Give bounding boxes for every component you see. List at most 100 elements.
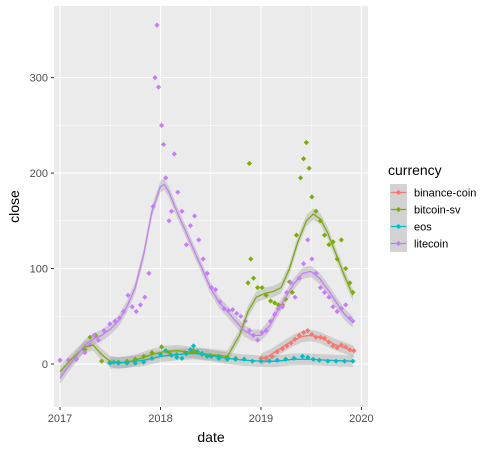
point-bitcoin-sv-28 xyxy=(259,285,265,291)
point-bitcoin-sv-30 xyxy=(267,298,274,304)
point-bitcoin-sv-37 xyxy=(293,232,300,238)
x-tick-label-2018: 2018 xyxy=(148,413,172,425)
point-binance-coin-16 xyxy=(330,343,336,349)
point-litecoin-34 xyxy=(200,256,206,262)
legend-key-point-eos xyxy=(395,223,402,230)
point-bitcoin-sv-26 xyxy=(250,275,257,281)
point-eos-11 xyxy=(179,355,185,361)
point-binance-coin-3 xyxy=(274,349,280,355)
point-litecoin-65 xyxy=(330,304,336,310)
legend-label-bitcoin-sv: bitcoin-sv xyxy=(414,205,461,217)
point-eos-5 xyxy=(141,359,147,365)
point-litecoin-58 xyxy=(301,261,307,267)
point-litecoin-20 xyxy=(154,22,160,28)
point-bitcoin-sv-51 xyxy=(347,280,353,286)
point-litecoin-16 xyxy=(142,294,148,300)
x-tick-label-2019: 2019 xyxy=(249,413,273,425)
point-eos-3 xyxy=(124,360,130,366)
point-bitcoin-sv-36 xyxy=(289,289,295,296)
axes: 0 100 200 300 2017 2018 2019 2020 date close xyxy=(6,73,374,445)
legend-label-eos: eos xyxy=(414,222,432,234)
point-bitcoin-sv-4 xyxy=(87,334,93,340)
point-bitcoin-sv-11 xyxy=(141,353,147,359)
point-bitcoin-sv-13 xyxy=(159,344,165,350)
point-litecoin-37 xyxy=(212,286,219,293)
y-tick-label-200: 200 xyxy=(30,168,48,180)
grid-lines xyxy=(54,6,368,407)
point-litecoin-22 xyxy=(159,122,165,128)
point-litecoin-7 xyxy=(101,328,107,334)
point-litecoin-55 xyxy=(288,280,294,286)
point-bitcoin-sv-40 xyxy=(303,139,309,146)
x-tick-label-2020: 2020 xyxy=(349,413,373,425)
point-eos-28 xyxy=(291,355,297,361)
point-bitcoin-sv-25 xyxy=(248,256,254,262)
point-litecoin-14 xyxy=(133,308,139,315)
point-bitcoin-sv-46 xyxy=(326,242,332,248)
point-binance-coin-1 xyxy=(263,355,269,361)
legend-key-point-binance-coin xyxy=(395,189,402,196)
point-eos-15 xyxy=(194,349,200,355)
point-bitcoin-sv-39 xyxy=(301,156,307,162)
trend-litecoin xyxy=(59,183,354,379)
point-eos-14 xyxy=(190,343,197,349)
point-bitcoin-sv-49 xyxy=(338,237,344,243)
point-litecoin-13 xyxy=(129,304,135,310)
legend-label-litecoin: litecoin xyxy=(414,239,448,251)
point-litecoin-41 xyxy=(230,307,236,313)
point-bitcoin-sv-23 xyxy=(245,280,251,286)
point-litecoin-66 xyxy=(334,308,340,315)
point-eos-4 xyxy=(132,360,138,366)
y-tick-label-300: 300 xyxy=(30,73,48,85)
point-binance-coin-8 xyxy=(296,332,302,338)
x-axis-title: date xyxy=(197,429,224,445)
point-litecoin-68 xyxy=(343,302,349,308)
point-litecoin-3 xyxy=(82,349,88,356)
legend-label-binance-coin: binance-coin xyxy=(414,188,476,200)
point-bitcoin-sv-42 xyxy=(309,194,315,200)
point-bitcoin-sv-41 xyxy=(306,165,312,171)
point-eos-13 xyxy=(187,347,194,353)
point-bitcoin-sv-29 xyxy=(263,292,269,298)
point-binance-coin-0 xyxy=(258,355,264,361)
point-litecoin-47 xyxy=(255,337,261,343)
point-binance-coin-17 xyxy=(334,345,340,351)
point-litecoin-64 xyxy=(326,294,332,300)
point-litecoin-35 xyxy=(204,270,210,276)
point-litecoin-48 xyxy=(259,329,265,336)
trend-eos xyxy=(109,352,353,364)
point-litecoin-63 xyxy=(321,289,328,296)
point-bitcoin-sv-6 xyxy=(99,358,105,364)
point-litecoin-27 xyxy=(171,151,177,157)
point-litecoin-70 xyxy=(350,318,356,324)
band-binance-coin xyxy=(260,329,354,365)
point-litecoin-28 xyxy=(175,189,181,195)
point-bitcoin-sv-47 xyxy=(330,239,336,245)
point-litecoin-21 xyxy=(155,84,162,90)
point-litecoin-60 xyxy=(309,256,315,262)
point-litecoin-25 xyxy=(166,218,172,224)
point-binance-coin-11 xyxy=(309,331,315,338)
point-litecoin-26 xyxy=(168,208,175,214)
point-litecoin-12 xyxy=(125,292,131,298)
point-litecoin-31 xyxy=(187,222,194,229)
band-litecoin xyxy=(60,178,353,385)
panel-background xyxy=(54,6,368,407)
point-litecoin-32 xyxy=(192,213,198,219)
point-binance-coin-21 xyxy=(351,348,357,354)
point-litecoin-15 xyxy=(137,302,144,308)
trend-lines xyxy=(59,183,355,379)
point-eos-18 xyxy=(208,353,215,359)
point-litecoin-49 xyxy=(263,328,269,334)
point-litecoin-0 xyxy=(57,357,63,363)
point-litecoin-43 xyxy=(238,313,244,319)
point-bitcoin-sv-27 xyxy=(255,285,261,291)
point-binance-coin-10 xyxy=(305,328,311,334)
trend-bitcoin-sv xyxy=(59,213,354,373)
legend-key-point-bitcoin-sv xyxy=(395,206,402,213)
point-bitcoin-sv-52 xyxy=(350,289,356,296)
point-bitcoin-sv-32 xyxy=(275,302,281,308)
legend-key-point-litecoin xyxy=(395,240,402,247)
point-litecoin-19 xyxy=(152,75,158,81)
